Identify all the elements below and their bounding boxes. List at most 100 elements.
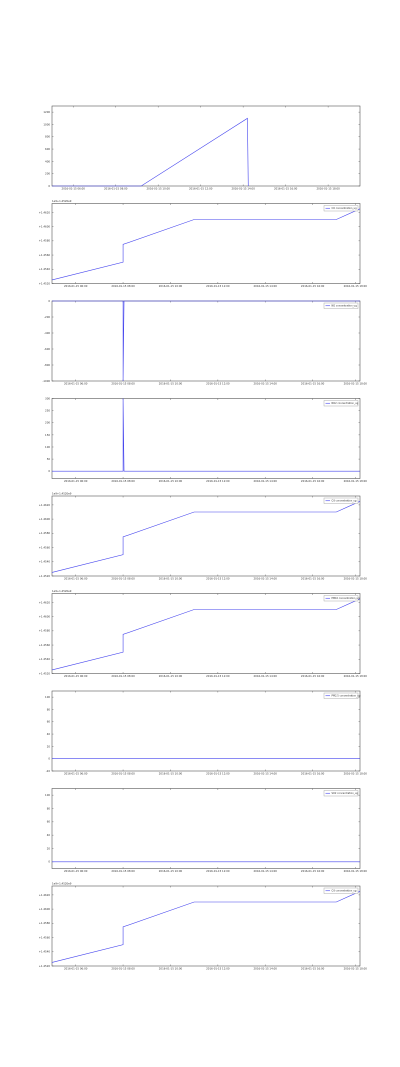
- x-tick-label: 2016-01-15 14:00: [254, 674, 278, 678]
- y-tick-label: +1.4580: [39, 921, 51, 925]
- y-tick-label: +1.4560: [39, 935, 51, 939]
- x-tick-label: 2016-01-15 16:00: [301, 674, 325, 678]
- x-tick-label: 2016-01-15 10:00: [159, 577, 183, 581]
- x-tick-label: 2016-01-15 12:00: [206, 382, 230, 386]
- y-tick-label: 150: [45, 433, 50, 437]
- series-line: [52, 398, 360, 472]
- y-tick-label: +1.4540: [39, 950, 51, 954]
- y-tick-label: 100: [45, 445, 50, 449]
- series-line: [52, 300, 360, 382]
- x-tick-label: 2016-01-15 08:00: [111, 869, 135, 873]
- x-tick-label: 2016-01-15 10:00: [159, 967, 183, 971]
- plot-frame: [51, 885, 361, 967]
- x-tick-label: 2016-01-15 16:00: [301, 967, 325, 971]
- x-tick-label: 2016-01-15 12:00: [206, 284, 230, 288]
- x-tick-label: 2016-01-15 10:00: [159, 479, 183, 483]
- y-tick-label: +1.4600: [39, 225, 51, 229]
- x-tick-label: 2016-01-15 18:00: [344, 869, 368, 873]
- series-line: [52, 117, 249, 187]
- x-tick-label: 2016-01-15 12:00: [206, 577, 230, 581]
- y-tick-label: 80: [47, 806, 51, 810]
- x-tick-label: 2016-01-15 10:00: [159, 674, 183, 678]
- y-tick-label: -200: [44, 315, 50, 319]
- x-tick-label: 2016-01-15 08:00: [111, 577, 135, 581]
- x-tick-label: 2016-01-15 08:00: [111, 674, 135, 678]
- y-tick-label: 200: [45, 172, 50, 176]
- x-tick-label: 2016-01-15 08:00: [111, 967, 135, 971]
- x-tick-label: 2016-01-15 18:00: [344, 967, 368, 971]
- y-tick-label: +1.4520: [39, 281, 51, 285]
- y-tick-label: +1.4540: [39, 267, 51, 271]
- y-tick-label: +1.4560: [39, 545, 51, 549]
- y-offset-label: 1e9+1.4520e9: [52, 199, 72, 203]
- y-tick-label: +1.4580: [39, 629, 51, 633]
- y-tick-label: +1.4580: [39, 531, 51, 535]
- y-tick-label: -400: [44, 331, 50, 335]
- y-offset-label: 1e9+1.4520e9: [52, 492, 72, 496]
- y-tick-label: 0: [48, 184, 50, 188]
- x-tick-label: 2016-01-15 16:00: [301, 869, 325, 873]
- x-tick-label: 2016-01-15 08:00: [111, 284, 135, 288]
- y-tick-label: 100: [45, 695, 50, 699]
- y-tick-label: +1.4620: [39, 600, 51, 604]
- x-tick-label: 2016-01-15 12:00: [206, 479, 230, 483]
- x-tick-label: 2016-01-15 08:00: [111, 479, 135, 483]
- x-tick-label: 2016-01-15 08:00: [111, 772, 135, 776]
- legend-label: NO concentration_ug: [332, 305, 358, 308]
- legend-box: [323, 595, 359, 602]
- plot-frame: [51, 690, 361, 772]
- y-tick-label: +1.4520: [39, 574, 51, 578]
- y-tick-label: +1.4540: [39, 560, 51, 564]
- legend-box: [323, 497, 359, 504]
- y-tick-label: 80: [47, 707, 51, 711]
- y-tick-label: 1200: [43, 110, 50, 114]
- x-tick-label: 2016-01-15 12:00: [189, 187, 213, 191]
- x-tick-label: 2016-01-15 18:00: [344, 382, 368, 386]
- x-tick-label: 2016-01-15 18:00: [344, 577, 368, 581]
- y-tick-label: 600: [45, 147, 50, 151]
- legend-label: PM2.5 concentration_ug: [332, 695, 361, 698]
- y-tick-label: +1.4580: [39, 239, 51, 243]
- x-tick-label: 2016-01-15 10:00: [159, 772, 183, 776]
- x-tick-label: 2016-01-15 08:00: [111, 382, 135, 386]
- y-tick-label: 300: [45, 396, 50, 400]
- x-tick-label: 2016-01-15 14:00: [254, 284, 278, 288]
- y-tick-label: +1.4620: [39, 503, 51, 507]
- chart-5: +1.4520 +1.4540 +1.4560 +1.4580 +1.4600 +1.46…: [39, 492, 368, 581]
- y-tick-label: +1.4520: [39, 964, 51, 968]
- x-tick-label: 2016-01-15 16:00: [301, 284, 325, 288]
- plot-frame: [51, 300, 361, 382]
- y-tick-label: 20: [47, 846, 51, 850]
- x-tick-label: 2016-01-15 14:00: [254, 577, 278, 581]
- x-tick-label: 2016-01-15 06:00: [64, 772, 88, 776]
- chart-8: 0 20 40 60 80 100 2016-01-15 06:00 2016-01-15 0…: [45, 788, 368, 873]
- x-tick-label: 2016-01-15 06:00: [64, 674, 88, 678]
- y-tick-label: -20: [46, 769, 51, 773]
- chart-7: -20 0 20 40 60 80 100 2016-01-15 06:00 2016-01-1…: [45, 690, 367, 776]
- plot-frame: [51, 398, 361, 479]
- x-tick-label: 2016-01-15 10:00: [159, 382, 183, 386]
- y-tick-label: +1.4540: [39, 657, 51, 661]
- legend-label: PM10 concentration_ug: [332, 597, 361, 600]
- x-tick-label: 2016-01-15 12:00: [206, 772, 230, 776]
- y-tick-label: +1.4560: [39, 643, 51, 647]
- x-tick-label: 2016-01-15 10:00: [159, 869, 183, 873]
- x-tick-label: 2016-01-15 06:00: [62, 187, 86, 191]
- y-tick-label: 250: [45, 409, 50, 413]
- y-offset-label: 1e9+1.4520e9: [52, 882, 72, 886]
- y-tick-label: +1.4600: [39, 907, 51, 911]
- y-tick-label: 400: [45, 159, 50, 163]
- legend-box: [323, 205, 359, 212]
- legend-box: [323, 692, 359, 699]
- x-tick-label: 2016-01-15 06:00: [64, 577, 88, 581]
- plot-frame: [51, 105, 361, 187]
- y-tick-label: +1.4620: [39, 893, 51, 897]
- x-tick-label: 2016-01-15 06:00: [64, 382, 88, 386]
- plot-frame: [51, 203, 361, 284]
- y-tick-label: -600: [44, 347, 50, 351]
- legend-label: NO2 concentration_ug: [332, 402, 359, 405]
- y-tick-label: +1.4600: [39, 615, 51, 619]
- plot-frame: [51, 593, 361, 674]
- chart-2: +1.4520 +1.4540 +1.4560 +1.4580 +1.4600 +1.46…: [39, 199, 368, 288]
